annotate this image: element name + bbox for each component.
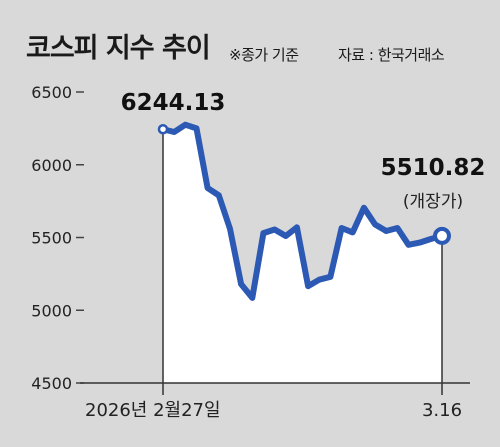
chart-subtitle: ※종가 기준 — [229, 46, 299, 64]
x-label-start: 2026년 2월27일 — [85, 400, 221, 421]
y-axis-ticks: 6500 6000 5500 5000 4500 — [31, 83, 84, 393]
end-point-marker — [433, 226, 451, 245]
area-fill — [163, 124, 442, 383]
y-tick-label: 5000 — [31, 301, 72, 320]
y-tick-label: 4500 — [31, 374, 72, 393]
chart-title: 코스피 지수 추이 — [26, 33, 211, 64]
y-tick-label: 6500 — [31, 83, 72, 102]
end-value-label: 5510.82 — [381, 155, 486, 181]
x-label-end: 3.16 — [422, 400, 462, 421]
start-point-marker — [157, 123, 169, 135]
end-note-label: (개장가) — [403, 192, 463, 212]
start-value-label: 6244.13 — [121, 90, 226, 116]
series-line — [160, 121, 445, 301]
source-label: 자료 : 한국거래소 — [338, 46, 445, 64]
y-tick-label: 5500 — [31, 229, 72, 248]
y-tick-label: 6000 — [31, 156, 72, 175]
